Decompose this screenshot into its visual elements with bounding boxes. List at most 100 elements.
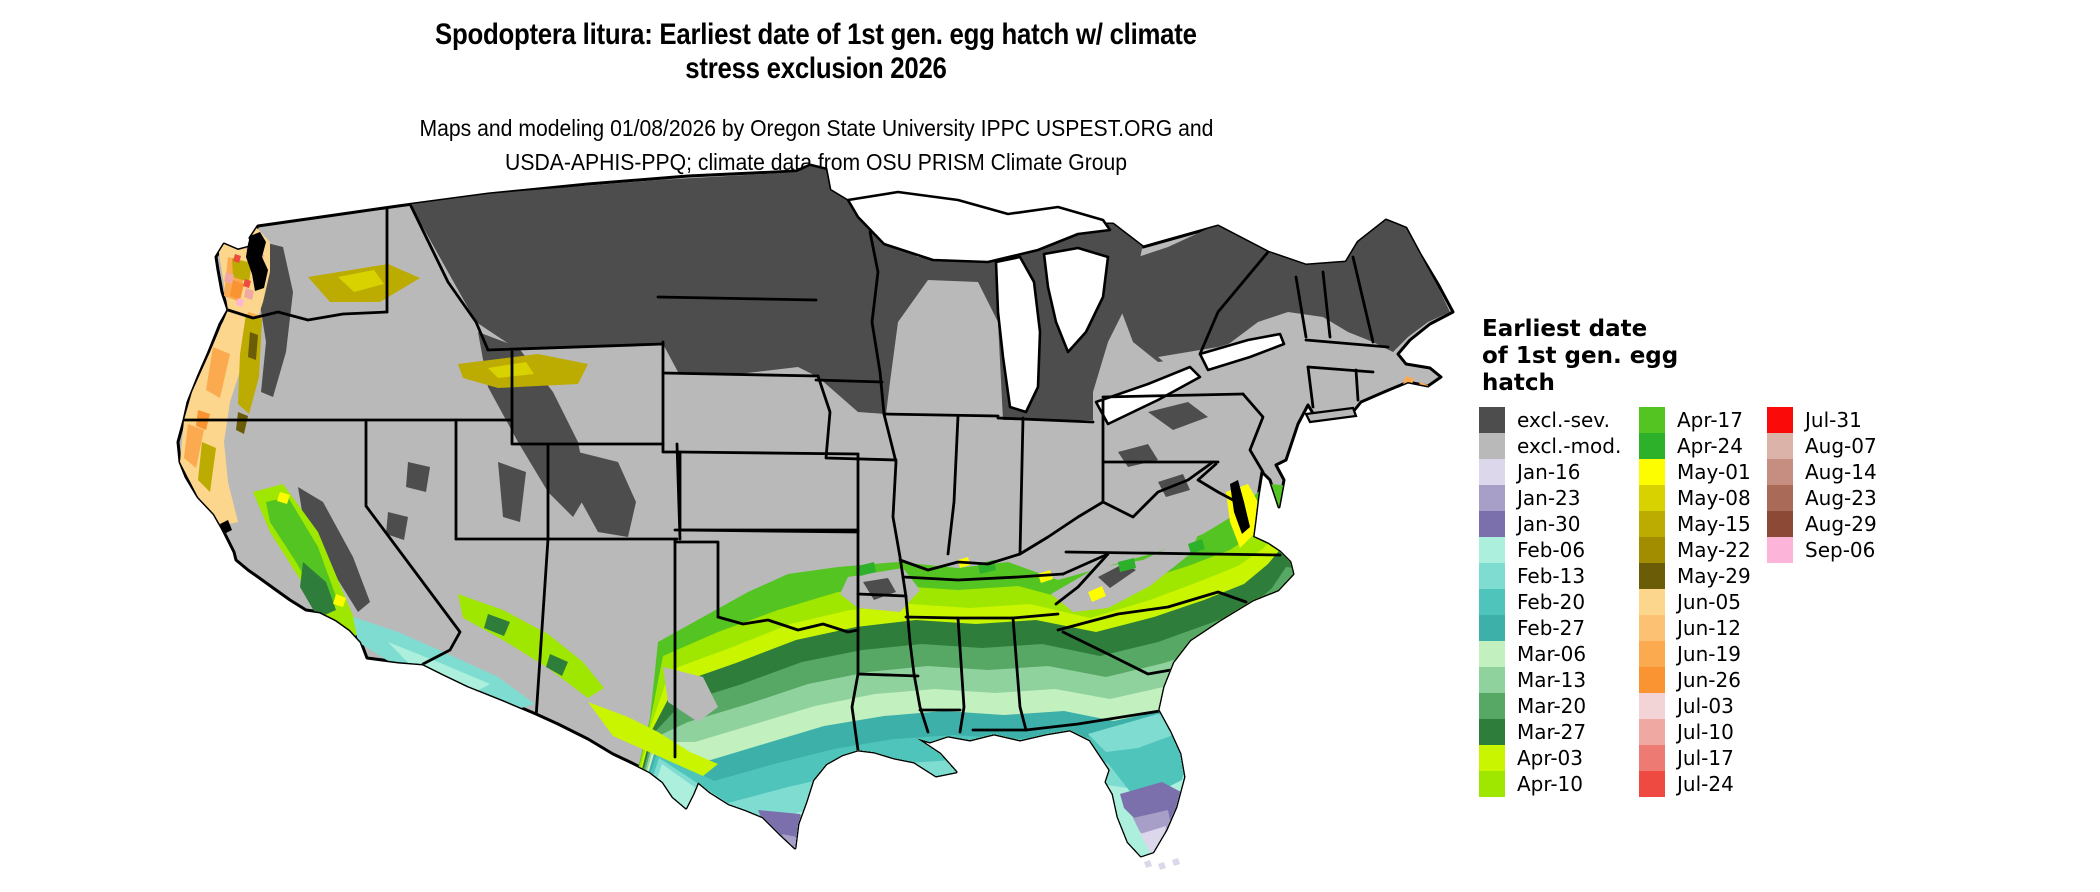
legend-swatch — [1639, 511, 1665, 537]
legend-label: May-22 — [1677, 538, 1751, 562]
lake-michigan — [994, 255, 1042, 414]
legend-item-aug-14: Aug-14 — [1767, 459, 1877, 485]
legend-label: Mar-06 — [1517, 642, 1587, 666]
legend-swatch — [1639, 433, 1665, 459]
legend-swatch — [1767, 407, 1793, 433]
legend-label: Feb-27 — [1517, 616, 1586, 640]
region-west-coast — [180, 224, 718, 776]
legend-column-3: Jul-31 Aug-07 Aug-14 Aug-23 Aug-29 Sep-06 — [1767, 407, 1877, 563]
legend-swatch — [1639, 615, 1665, 641]
legend-swatch — [1479, 433, 1505, 459]
long-island — [1304, 406, 1358, 424]
legend-swatch — [1479, 745, 1505, 771]
legend-label: Apr-10 — [1517, 772, 1583, 796]
legend-label: Mar-27 — [1517, 720, 1587, 744]
legend-label: Apr-17 — [1677, 408, 1743, 432]
legend-item-jun-26: Jun-26 — [1639, 667, 1751, 693]
legend-swatch — [1479, 407, 1505, 433]
legend-item-jan-23: Jan-23 — [1479, 485, 1621, 511]
region-gray-tongues — [663, 530, 1200, 722]
legend-label: May-08 — [1677, 486, 1751, 510]
legend-item-jul-17: Jul-17 — [1639, 745, 1751, 771]
legend-item-jul-24: Jul-24 — [1639, 771, 1751, 797]
legend-item-apr-03: Apr-03 — [1479, 745, 1621, 771]
legend-label: Mar-13 — [1517, 668, 1587, 692]
legend-swatch — [1767, 485, 1793, 511]
legend-swatch — [1639, 745, 1665, 771]
legend-item-jun-12: Jun-12 — [1639, 615, 1751, 641]
legend-label: Jul-03 — [1677, 694, 1734, 718]
legend-label: Apr-03 — [1517, 746, 1583, 770]
legend-label: May-29 — [1677, 564, 1751, 588]
lake-superior — [846, 190, 1112, 264]
legend-swatch — [1479, 667, 1505, 693]
legend-swatch — [1767, 459, 1793, 485]
legend-label: Jan-30 — [1517, 512, 1581, 536]
legend-label: Jun-12 — [1677, 616, 1741, 640]
legend-label: Jul-31 — [1805, 408, 1862, 432]
legend-item-excl-sev-: excl.-sev. — [1479, 407, 1621, 433]
legend-item-excl-mod-: excl.-mod. — [1479, 433, 1621, 459]
legend-swatch — [1639, 719, 1665, 745]
legend-label: Aug-07 — [1805, 434, 1877, 458]
page-title-line1: Spodoptera litura: Earliest date of 1st … — [435, 18, 1197, 51]
legend-label: Feb-20 — [1517, 590, 1586, 614]
legend-item-mar-13: Mar-13 — [1479, 667, 1621, 693]
legend-swatch — [1639, 563, 1665, 589]
legend-swatch — [1479, 511, 1505, 537]
legend-item-jul-10: Jul-10 — [1639, 719, 1751, 745]
legend-item-feb-06: Feb-06 — [1479, 537, 1621, 563]
legend-item-feb-13: Feb-13 — [1479, 563, 1621, 589]
legend-label: Mar-20 — [1517, 694, 1587, 718]
lake-ontario — [1198, 332, 1286, 372]
legend-item-mar-06: Mar-06 — [1479, 641, 1621, 667]
legend-swatch — [1639, 589, 1665, 615]
legend-swatch — [1479, 459, 1505, 485]
legend-swatch — [1767, 433, 1793, 459]
legend-swatch — [1639, 667, 1665, 693]
chesapeake-bay — [1230, 480, 1250, 534]
legend-item-feb-20: Feb-20 — [1479, 589, 1621, 615]
legend-swatch — [1479, 641, 1505, 667]
legend-label: Jan-23 — [1517, 486, 1581, 510]
legend-swatch — [1639, 693, 1665, 719]
state-borders — [182, 200, 1390, 759]
region-florida-south — [1088, 714, 1188, 854]
legend-item-aug-07: Aug-07 — [1767, 433, 1877, 459]
legend-item-may-22: May-22 — [1639, 537, 1751, 563]
legend-swatch — [1639, 537, 1665, 563]
legend-label: Aug-23 — [1805, 486, 1877, 510]
legend-label: Jul-17 — [1677, 746, 1734, 770]
legend-item-jun-19: Jun-19 — [1639, 641, 1751, 667]
page-title-line2: stress exclusion 2026 — [685, 52, 947, 85]
legend-item-sep-06: Sep-06 — [1767, 537, 1877, 563]
legend-swatch — [1479, 693, 1505, 719]
legend-item-jul-03: Jul-03 — [1639, 693, 1751, 719]
page-subtitle-line1: Maps and modeling 01/08/2026 by Oregon S… — [419, 115, 1213, 141]
legend-swatch — [1479, 537, 1505, 563]
legend-item-jan-16: Jan-16 — [1479, 459, 1621, 485]
legend-label: Aug-14 — [1805, 460, 1877, 484]
legend-label: Apr-24 — [1677, 434, 1743, 458]
legend-item-may-29: May-29 — [1639, 563, 1751, 589]
legend-swatch — [1639, 771, 1665, 797]
florida-keys — [1144, 858, 1180, 870]
legend-swatch — [1479, 485, 1505, 511]
legend-column-1: excl.-sev. excl.-mod. Jan-16 Jan-23 Jan-30 Fe… — [1479, 407, 1621, 797]
legend-item-apr-17: Apr-17 — [1639, 407, 1751, 433]
legend-item-aug-23: Aug-23 — [1767, 485, 1877, 511]
legend-column-2: Apr-17 Apr-24 May-01 May-08 May-15 May-22 May-… — [1639, 407, 1751, 797]
puget-sound — [246, 232, 268, 291]
san-francisco-bay — [220, 520, 232, 534]
legend-swatch — [1639, 459, 1665, 485]
legend-swatch — [1479, 589, 1505, 615]
legend-label: Jul-10 — [1677, 720, 1734, 744]
legend-swatch — [1479, 719, 1505, 745]
lake-huron — [1042, 246, 1110, 354]
legend-item-may-01: May-01 — [1639, 459, 1751, 485]
legend-label: Aug-29 — [1805, 512, 1877, 536]
legend-label: Jan-16 — [1517, 460, 1581, 484]
legend-swatch — [1639, 407, 1665, 433]
legend-label: Feb-06 — [1517, 538, 1586, 562]
